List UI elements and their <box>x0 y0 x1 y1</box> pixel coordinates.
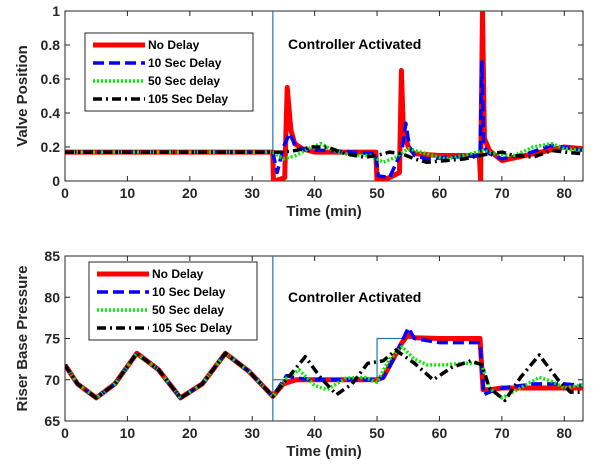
series-line-50-sec-delay <box>65 141 583 165</box>
x-tick-label: 40 <box>307 185 323 201</box>
x-tick-label: 10 <box>120 425 136 441</box>
y-tick-label: 75 <box>44 331 60 347</box>
y-tick-label: 85 <box>44 248 60 264</box>
x-tick-label: 50 <box>369 425 385 441</box>
y-tick-label: 0.2 <box>41 139 61 155</box>
x-tick-label: 20 <box>182 425 198 441</box>
axes-box <box>64 10 584 182</box>
x-tick-label: 40 <box>307 425 323 441</box>
x-tick-label: 30 <box>244 425 260 441</box>
chart-panel-2: 0 10 20 30 40 50 60 70 80 65 70 75 80 85 Time (min) Ris… <box>14 248 584 460</box>
x-axis-label: Time (min) <box>286 443 362 460</box>
x-tick-label: 50 <box>369 185 385 201</box>
plot-area <box>65 11 583 181</box>
legend-label: 50 Sec delay <box>148 74 220 88</box>
x-axis-label: Time (min) <box>286 203 362 220</box>
y-tick-label: 1 <box>52 3 60 19</box>
x-tick-label: 80 <box>556 425 572 441</box>
y-tick-label: 65 <box>44 413 60 429</box>
x-tick-label: 0 <box>61 425 69 441</box>
y-tick-label: 80 <box>44 289 60 305</box>
y-tick-label: 70 <box>44 372 60 388</box>
legend-label: 50 Sec delay <box>152 303 224 317</box>
x-tick-label: 60 <box>432 425 448 441</box>
series-line-105-sec-delay <box>65 145 583 165</box>
series-line-105-sec-delay <box>65 348 583 403</box>
x-tick-label: 30 <box>244 185 260 201</box>
y-axis-label: Riser Base Pressure <box>14 266 31 412</box>
x-tick-label: 80 <box>556 185 572 201</box>
y-tick-label: 0.4 <box>41 105 61 121</box>
legend-label: 10 Sec Delay <box>148 56 222 70</box>
y-tick-label: 0.6 <box>41 71 61 87</box>
x-tick-label: 70 <box>494 185 510 201</box>
y-tick-label: 0 <box>52 173 60 189</box>
y-axis-label: Valve Position <box>14 45 31 147</box>
legend-label: 105 Sec Delay <box>152 321 232 335</box>
legend-label: 10 Sec Delay <box>152 285 226 299</box>
x-tick-label: 10 <box>120 185 136 201</box>
x-tick-label: 20 <box>182 185 198 201</box>
plot-area <box>65 256 583 421</box>
x-tick-label: 70 <box>494 425 510 441</box>
legend-label: 105 Sec Delay <box>148 92 228 106</box>
legend: No Delay 10 Sec Delay 50 Sec delay 105 Sec … <box>88 261 258 341</box>
chart-panel-1: 0 10 20 30 40 50 60 70 80 0 0.2 0.4 0.6 0.8 1 Time (min… <box>14 3 584 220</box>
y-tick-label: 0.8 <box>41 37 61 53</box>
legend-label: No Delay <box>152 267 204 281</box>
series-line-10-sec-delay <box>65 60 583 180</box>
controller-activated-annotation: Controller Activated <box>288 36 421 52</box>
x-tick-label: 0 <box>61 185 69 201</box>
legend: No Delay 10 Sec Delay 50 Sec delay 105 Sec … <box>84 32 254 112</box>
x-tick-label: 60 <box>432 185 448 201</box>
legend-label: No Delay <box>148 38 200 52</box>
controller-activated-annotation: Controller Activated <box>288 289 421 305</box>
